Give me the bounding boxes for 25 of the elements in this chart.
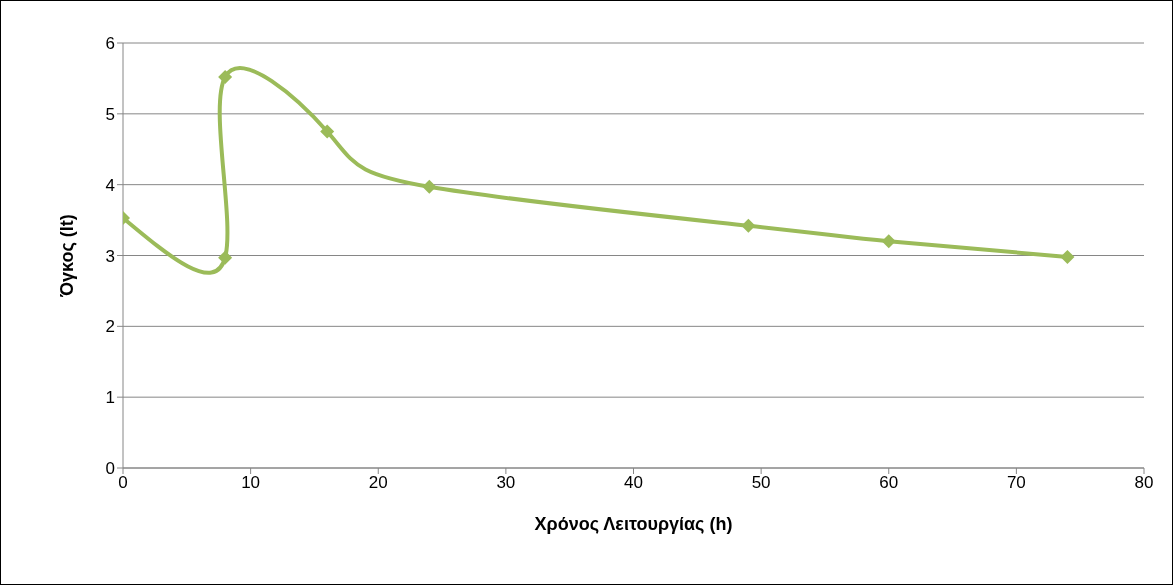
point: [320, 124, 335, 139]
y-tick-label: 3: [105, 246, 115, 266]
x-tick-label: 0: [118, 473, 128, 493]
point: [1060, 249, 1075, 264]
y-tick-label: 1: [105, 388, 115, 408]
x-tick-label: 20: [368, 473, 388, 493]
x-tick-label: 60: [879, 473, 899, 493]
y-axis-title: Όγκος (lt): [57, 214, 78, 298]
y-tick-label: 4: [105, 175, 115, 195]
x-tick-label: 80: [1134, 473, 1154, 493]
x-tick-label: 10: [241, 473, 261, 493]
y-tick-label: 5: [105, 104, 115, 124]
x-tick-label: 70: [1006, 473, 1026, 493]
x-tick-label: 50: [751, 473, 771, 493]
y-tick-label: 2: [105, 317, 115, 337]
point: [218, 250, 233, 265]
y-tick-label: 0: [105, 459, 115, 479]
point: [218, 70, 233, 84]
point: [422, 179, 437, 194]
x-tick-label: 30: [496, 473, 516, 493]
x-tick-label: 40: [624, 473, 643, 493]
y-tick-label: 6: [105, 34, 115, 54]
point: [741, 218, 756, 233]
x-axis-title: Χρόνος Λειτουργίας (h): [534, 514, 733, 534]
point: [881, 234, 896, 249]
